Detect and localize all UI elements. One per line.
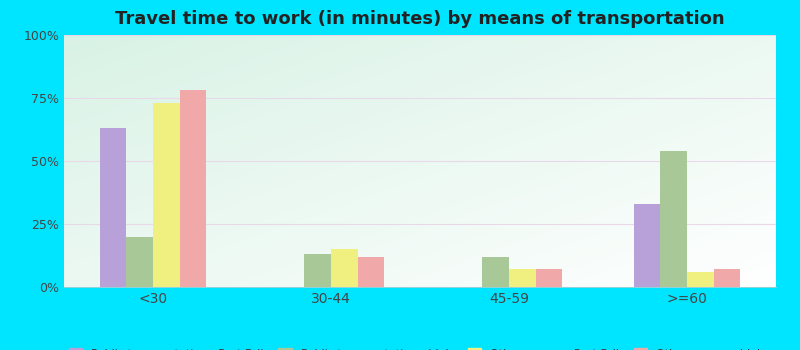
Bar	[509, 270, 536, 287]
Legend: Public transportation - Post Falls, Public transportation - Idaho, Other means -: Public transportation - Post Falls, Publ…	[66, 345, 774, 350]
Bar	[304, 254, 331, 287]
Bar	[331, 249, 358, 287]
Bar	[634, 204, 660, 287]
Bar	[99, 128, 126, 287]
Bar	[153, 103, 180, 287]
Bar	[660, 151, 687, 287]
Title: Travel time to work (in minutes) by means of transportation: Travel time to work (in minutes) by mean…	[115, 10, 725, 28]
Bar	[714, 270, 741, 287]
Bar	[180, 90, 206, 287]
Bar	[687, 272, 714, 287]
Bar	[126, 237, 153, 287]
Bar	[536, 270, 562, 287]
Bar	[358, 257, 385, 287]
Bar	[482, 257, 509, 287]
